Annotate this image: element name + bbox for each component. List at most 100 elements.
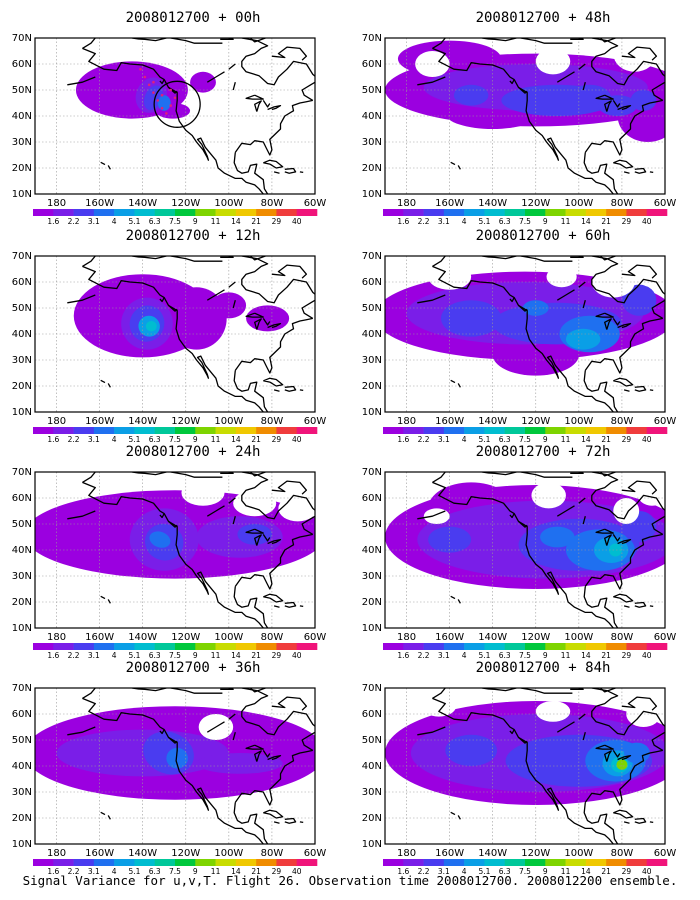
panel-title: 2008012700 + 72h	[475, 444, 611, 460]
colorbar-label: 4	[112, 217, 117, 226]
colorbar-swatch	[53, 427, 74, 434]
coastline	[267, 538, 282, 545]
coastline	[100, 595, 106, 600]
colorbar-label: 4	[112, 867, 117, 876]
dropsonde-point	[169, 88, 172, 92]
longitude-label: 100W	[214, 632, 243, 643]
coastline	[228, 713, 236, 720]
colorbar-swatch	[276, 859, 298, 866]
longitude-label: 140W	[478, 632, 507, 643]
coastline	[556, 71, 575, 83]
coastline	[67, 76, 96, 86]
latitude-label: 40N	[362, 545, 382, 556]
colorbar-swatch	[403, 643, 424, 650]
coastline	[432, 481, 614, 628]
longitude-label: 120W	[521, 632, 550, 643]
colorbar-swatch	[606, 859, 627, 866]
coastline	[584, 749, 663, 806]
colorbar-swatch	[93, 427, 115, 434]
coastline	[314, 314, 315, 316]
variance-contour	[196, 753, 283, 774]
coastline	[100, 161, 106, 166]
variance-contour	[540, 526, 575, 548]
coastline	[509, 79, 515, 85]
colorbar-label: 21	[601, 217, 611, 226]
colorbar-swatch	[626, 427, 648, 434]
colorbar-label: 4	[112, 651, 117, 660]
longitude-label: 60W	[654, 198, 677, 209]
longitude-label: 120W	[171, 632, 200, 643]
colorbar-label: 14	[581, 217, 591, 226]
coastline	[556, 721, 575, 733]
coastline	[520, 256, 573, 262]
colorbar-label: 40	[642, 867, 652, 876]
colorbar-swatch	[235, 427, 257, 434]
dropsonde-point	[160, 93, 164, 97]
coastline	[299, 821, 304, 824]
forecast-panel-24h: 2008012700 + 24h 10N 20N 30N 40N 50N 60N 70N 18…	[12, 442, 353, 660]
colorbar-swatch	[33, 209, 54, 216]
longitude-label: 60W	[304, 198, 327, 209]
longitude-label: 180	[397, 416, 416, 427]
colorbar-swatch	[423, 859, 445, 866]
latitude-label: 20N	[362, 813, 382, 824]
coastline	[664, 314, 665, 316]
no-signal-region	[634, 256, 665, 288]
longitude-label: 140W	[478, 416, 507, 427]
coastline	[518, 736, 528, 744]
coastline	[634, 167, 647, 174]
latitude-label: 30N	[362, 355, 382, 366]
coastline	[262, 100, 271, 108]
colorbar-label: 6.3	[149, 435, 161, 444]
coastline	[457, 815, 461, 820]
coastline	[664, 96, 665, 98]
colorbar-swatch	[423, 209, 445, 216]
coastline	[584, 99, 663, 156]
longitude-label: 180	[397, 848, 416, 859]
variance-map: 10N 20N 30N 40N 50N 60N 70N 180 160W 140W 120W 100W…	[12, 33, 327, 226]
coastline	[432, 472, 446, 483]
colorbar-swatch	[73, 209, 95, 216]
no-signal-region	[278, 495, 315, 522]
coastline	[520, 688, 573, 694]
colorbar-swatch	[154, 643, 176, 650]
colorbar-swatch	[504, 643, 526, 650]
latitude-label: 40N	[362, 111, 382, 122]
coastline	[457, 383, 461, 388]
colorbar-swatch	[195, 427, 216, 434]
variance-contour	[145, 321, 157, 332]
coastline	[583, 152, 619, 194]
coastline	[234, 533, 313, 590]
longitude-label: 160W	[85, 198, 114, 209]
colorbar-swatch	[545, 859, 566, 866]
latitude-label: 60N	[12, 277, 32, 288]
colorbar-label: 14	[231, 867, 241, 876]
variance-contour	[166, 287, 227, 350]
latitude-label: 20N	[12, 813, 32, 824]
longitude-label: 80W	[611, 416, 634, 427]
colorbar-swatch	[134, 643, 156, 650]
coastline	[267, 104, 282, 111]
colorbar-label: 11	[561, 435, 571, 444]
colorbar-swatch	[53, 209, 74, 216]
colorbar-swatch	[256, 859, 277, 866]
coastline	[233, 370, 269, 412]
coastline	[432, 256, 446, 267]
coastline	[82, 38, 96, 49]
colorbar-label: 7.5	[169, 435, 181, 444]
coastline	[82, 697, 264, 844]
latitude-label: 60N	[12, 709, 32, 720]
coastline	[599, 472, 616, 477]
colorbar-label: 5.1	[478, 867, 490, 876]
longitude-label: 160W	[85, 848, 114, 859]
colorbar-swatch	[545, 427, 566, 434]
colorbar-label: 9	[543, 867, 548, 876]
colorbar-label: 11	[211, 651, 221, 660]
latitude-label: 50N	[12, 519, 32, 530]
coastline	[262, 534, 271, 542]
colorbar-label: 14	[231, 217, 241, 226]
variance-contour	[630, 90, 657, 111]
coastline	[228, 63, 236, 70]
coastline	[578, 281, 586, 288]
colorbar-label: 40	[642, 651, 652, 660]
